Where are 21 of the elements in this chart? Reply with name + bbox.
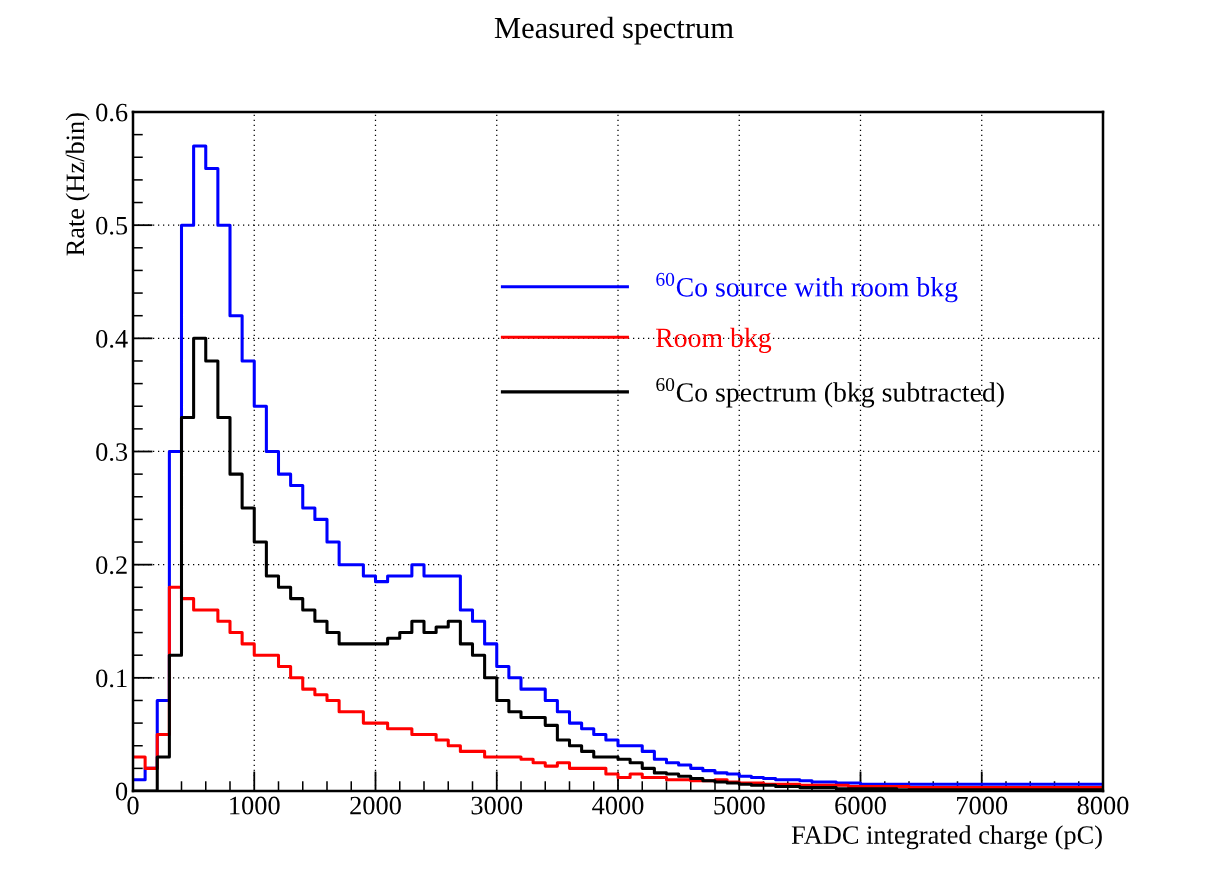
y-tick-label: 0.4	[96, 329, 128, 348]
x-tick-label: 6000	[835, 796, 886, 815]
x-tick-label: 7000	[957, 796, 1008, 815]
x-tick-label: 1000	[230, 796, 280, 815]
x-axis-title: FADC integrated charge (pC)	[791, 825, 1102, 850]
legend-label: $^{60}$Co spectrum (bkg subtracted)	[656, 377, 1004, 408]
x-tick-label: 4000	[592, 796, 644, 815]
legend-label: Room bkg	[655, 327, 772, 353]
chart-title: Measured spectrum	[494, 16, 734, 45]
y-axis-title: Rate (Hz/bin)	[65, 113, 90, 256]
x-tick-label: 8000	[1077, 796, 1129, 815]
y-tick-label: 0.3	[96, 443, 128, 462]
y-tick-label: 0	[115, 782, 128, 801]
y-tick-label: 0.1	[96, 669, 127, 688]
y-tick-label: 0.2	[96, 556, 127, 575]
y-tick-label: 0.6	[96, 103, 128, 122]
x-tick-label: 3000	[471, 796, 523, 815]
y-tick-label: 0.5	[96, 216, 128, 235]
x-tick-label: 2000	[350, 796, 401, 815]
x-tick-label: 5000	[714, 796, 765, 815]
legend-label: $^{60}$Co source with room bkg	[656, 272, 958, 303]
